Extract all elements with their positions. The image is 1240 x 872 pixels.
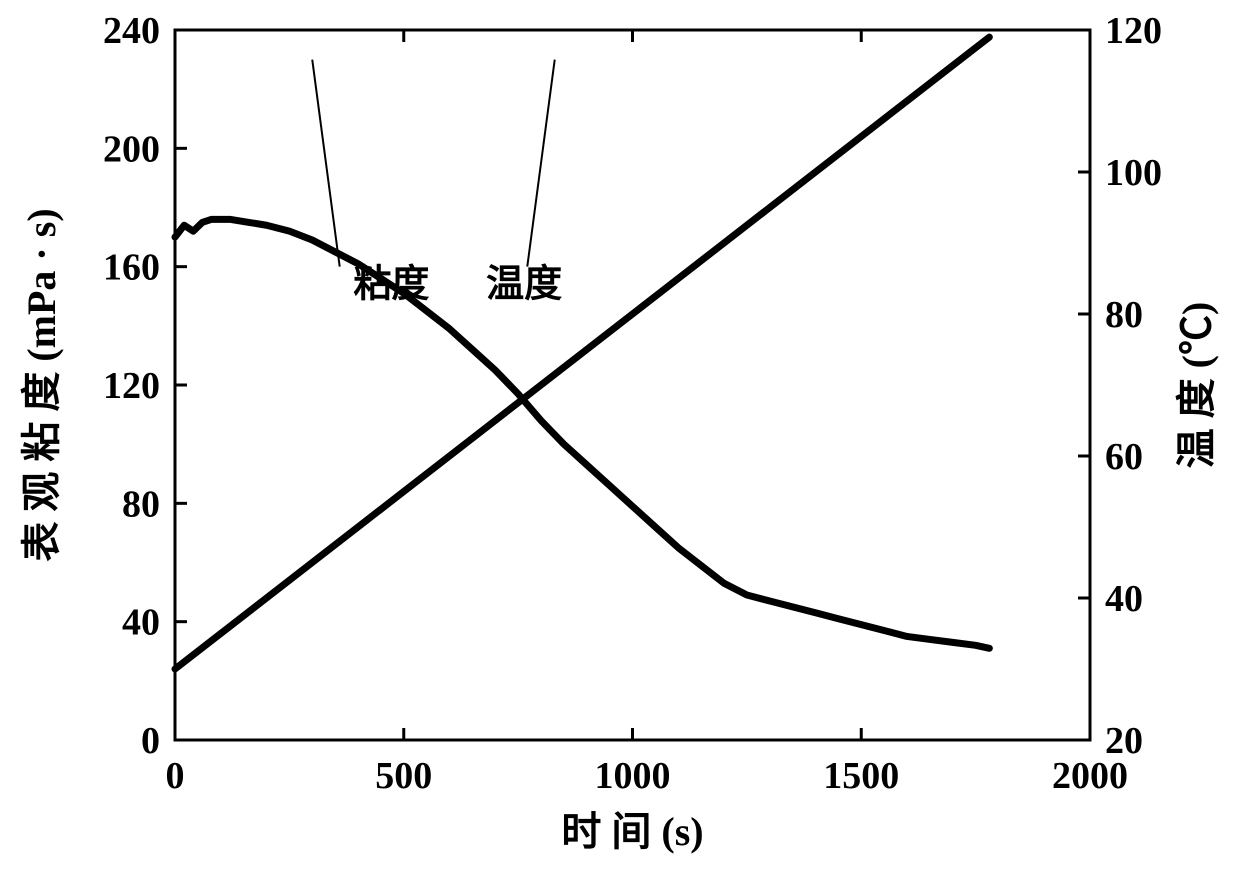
y-left-tick-label: 80 xyxy=(122,483,160,525)
y-left-tick-label: 0 xyxy=(141,720,160,762)
series-viscosity xyxy=(175,219,989,648)
y-left-tick-label: 160 xyxy=(103,247,160,289)
series-temperature xyxy=(175,37,989,669)
x-tick-label: 0 xyxy=(166,755,185,797)
y-right-tick-label: 20 xyxy=(1105,720,1143,762)
y-right-tick-label: 60 xyxy=(1105,436,1143,478)
y-left-tick-label: 40 xyxy=(122,602,160,644)
annotation-leader xyxy=(312,60,339,267)
y-left-tick-label: 120 xyxy=(103,365,160,407)
x-tick-label: 1500 xyxy=(823,755,899,797)
x-tick-label: 500 xyxy=(375,755,432,797)
annotation-label: 温度 xyxy=(486,263,562,305)
y-right-tick-label: 100 xyxy=(1105,152,1162,194)
y-left-tick-label: 240 xyxy=(103,10,160,52)
y-left-axis-title: 表 观 粘 度 (mPa · s) xyxy=(19,208,64,561)
y-right-tick-label: 80 xyxy=(1105,294,1143,336)
chart-container: 0500100015002000040801201602002402040608… xyxy=(0,0,1240,872)
plot-border xyxy=(175,30,1090,740)
annotation-label: 粘度 xyxy=(353,263,429,305)
dual-axis-chart: 0500100015002000040801201602002402040608… xyxy=(0,0,1240,872)
x-axis-title: 时 间 (s) xyxy=(561,809,703,854)
y-right-axis-title: 温 度 (℃) xyxy=(1174,302,1219,469)
y-right-tick-label: 120 xyxy=(1105,10,1162,52)
y-right-tick-label: 40 xyxy=(1105,578,1143,620)
x-tick-label: 1000 xyxy=(595,755,671,797)
annotation-leader xyxy=(527,60,554,267)
y-left-tick-label: 200 xyxy=(103,128,160,170)
